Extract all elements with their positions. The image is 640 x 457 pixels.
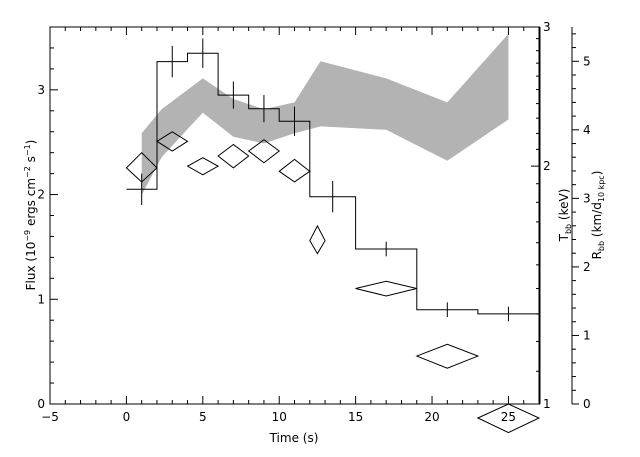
tbb-tick-label: 3	[543, 20, 551, 34]
x-tick-label: 10	[272, 410, 287, 424]
rbb-tick-label: 0	[583, 397, 591, 411]
tbb-tick-label: 2	[543, 159, 551, 173]
x-tick-label: 5	[199, 410, 207, 424]
tbb-diamond-7	[355, 280, 417, 297]
x-tick-label: 0	[123, 410, 131, 424]
tbb-diamond-2	[186, 157, 220, 176]
rbb-band-layer	[141, 33, 509, 195]
rbb-tick-label: 2	[583, 260, 591, 274]
y-axis-title-tbb: Tbb (keV)	[557, 189, 573, 243]
tbb-diamond-9	[476, 403, 541, 434]
tbb-diamond-layer	[125, 131, 541, 434]
flux-tick-label: 0	[37, 397, 45, 411]
y-axis-title-rbb: Rbb (km/d10 kpc)	[590, 171, 606, 260]
x-axis-title: Time (s)	[269, 431, 319, 445]
x-tick-label: 25	[501, 410, 516, 424]
rbb-tick-label: 4	[583, 123, 591, 137]
flux-tick-label: 1	[37, 292, 45, 306]
rbb-tick-label: 1	[583, 328, 591, 342]
flux-histogram-layer	[126, 38, 539, 322]
tbb-diamond-8	[415, 343, 480, 369]
flux-tick-label: 2	[37, 188, 45, 202]
tbb-tick-label: 1	[543, 397, 551, 411]
x-tick-label: 20	[424, 410, 439, 424]
y-axis-title-flux: Flux (10−9 ergs cm−2 s−1)	[23, 140, 38, 291]
tbb-diamond-0	[125, 151, 158, 183]
flux-histogram-line	[126, 52, 539, 315]
rbb-tick-label: 5	[583, 54, 591, 68]
tbb-diamond-6	[309, 224, 326, 255]
tbb-diamond-3	[217, 143, 250, 169]
flux-tick-label: 3	[37, 83, 45, 97]
rbb-tick-label: 3	[583, 191, 591, 205]
rbb-band	[141, 33, 509, 195]
x-tick-label: −5	[41, 410, 59, 424]
tbb-diamond-5	[278, 158, 311, 183]
tbb-diamond-1	[156, 131, 189, 152]
x-tick-label: 15	[348, 410, 363, 424]
tbb-diamond-4	[247, 139, 281, 164]
